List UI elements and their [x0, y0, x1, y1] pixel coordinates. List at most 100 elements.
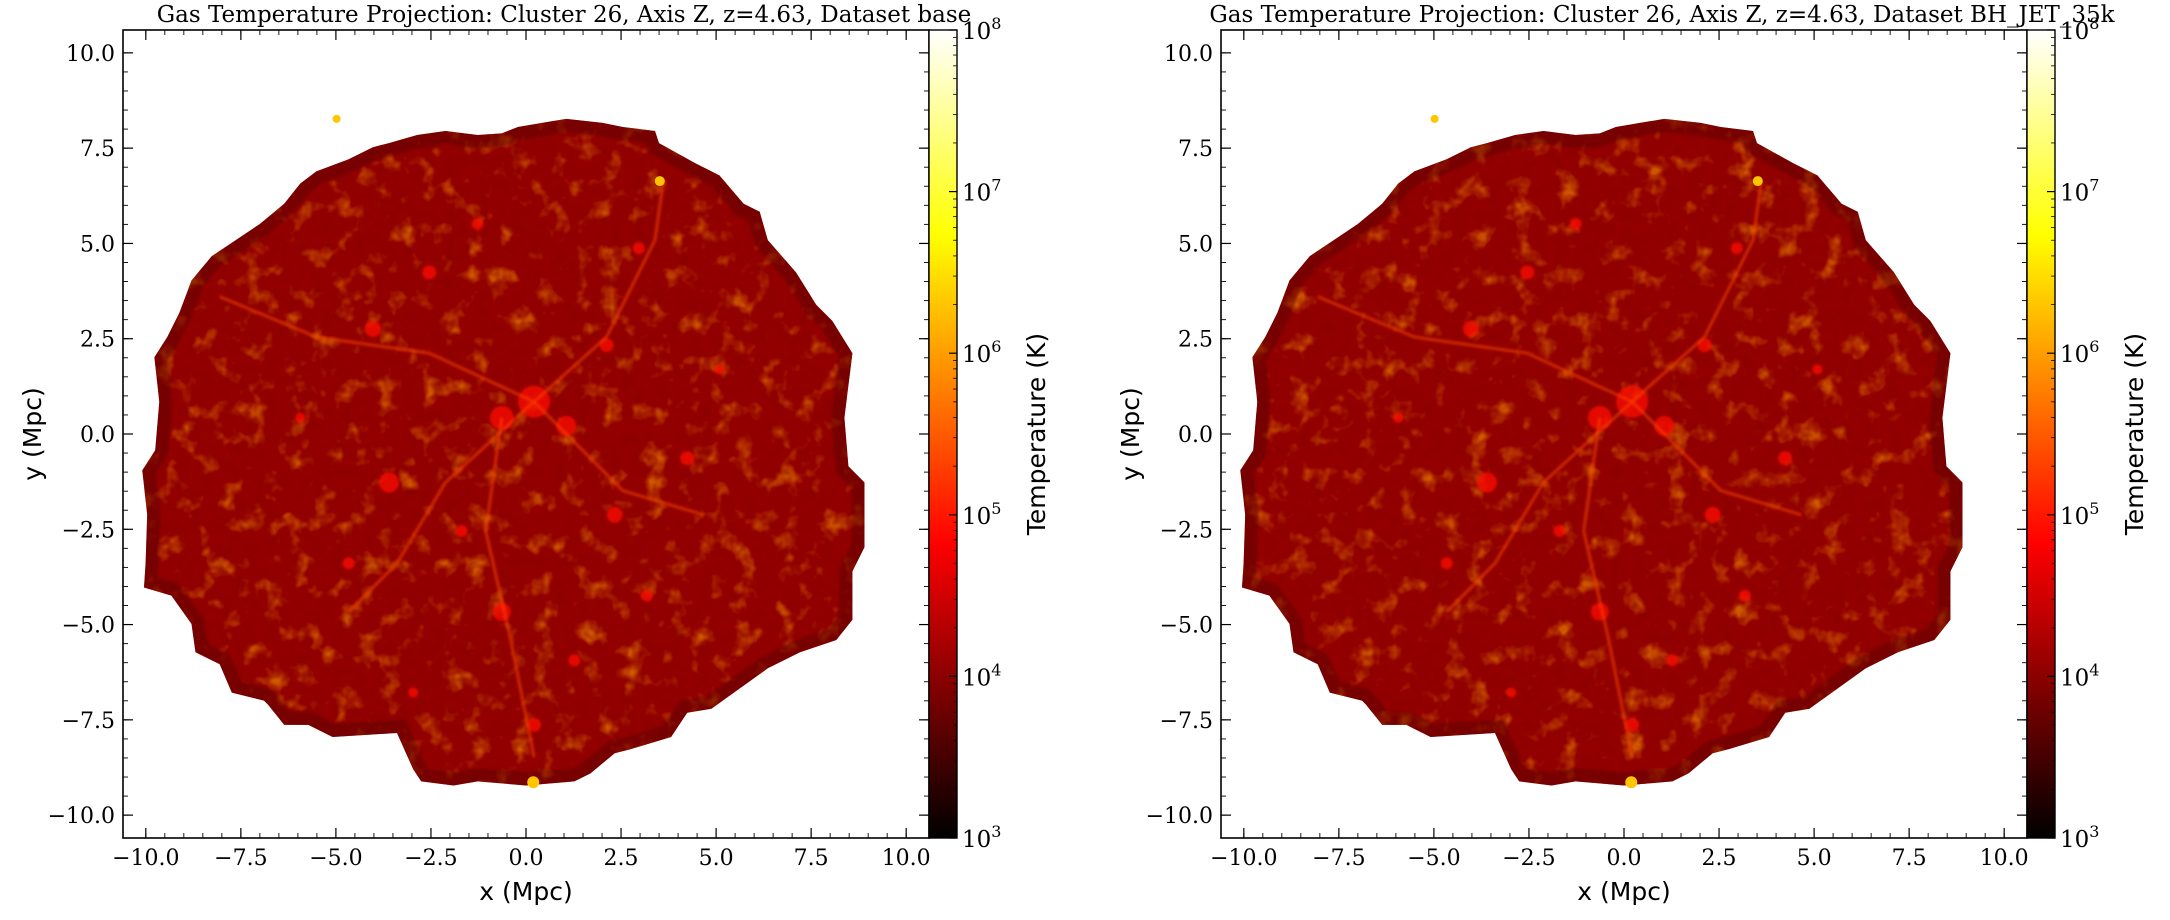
gas-temperature-map: [1240, 118, 1963, 786]
x-axis-label: x (Mpc): [1577, 877, 1670, 906]
hot-spot: [527, 776, 540, 789]
colorbar-tick-label: 108: [2060, 14, 2099, 45]
colorbar-tick-label: 107: [962, 176, 1001, 207]
colorbar-tick-label: 106: [2060, 337, 2099, 368]
colorbar-tick-label: 106: [962, 337, 1001, 368]
warm-knot: [1625, 717, 1640, 732]
x-tick-label: −5.0: [309, 846, 362, 871]
warm-knot: [408, 687, 419, 698]
x-axis-label: x (Mpc): [479, 877, 572, 906]
warm-knot: [364, 320, 381, 337]
y-axis-label: y (Mpc): [1116, 387, 1145, 480]
colorbar-label: Temperature (K): [2120, 333, 2149, 536]
y-tick-label: 2.5: [80, 328, 115, 353]
x-tick-label: 7.5: [1892, 846, 1927, 871]
y-tick-label: −7.5: [62, 709, 115, 734]
x-tick-label: 2.5: [1702, 846, 1737, 871]
warm-knot: [1553, 524, 1566, 537]
y-tick-label: 7.5: [80, 137, 115, 162]
x-tick-label: −2.5: [1502, 846, 1555, 871]
x-tick-label: −2.5: [404, 846, 457, 871]
warm-knot: [471, 217, 484, 230]
x-tick-label: −7.5: [1312, 846, 1365, 871]
colorbar-tick-label: 104: [962, 660, 1001, 691]
warm-knot: [1666, 654, 1679, 667]
x-tick-label: 2.5: [604, 846, 639, 871]
x-tick-label: −7.5: [214, 846, 267, 871]
x-tick-label: 10.0: [1980, 846, 2029, 871]
warm-knot: [342, 557, 355, 570]
warm-knot: [1569, 217, 1582, 230]
x-tick-label: −10.0: [1210, 846, 1277, 871]
warm-knot: [1462, 320, 1479, 337]
warm-knot: [378, 472, 399, 493]
hot-spot: [1752, 176, 1763, 187]
colorbar: [928, 29, 958, 839]
filament: [1445, 400, 1634, 613]
y-tick-label: 10.0: [66, 42, 115, 67]
warm-knot: [1704, 506, 1721, 523]
warm-knot: [606, 506, 623, 523]
colorbar-tick-label: 105: [2060, 499, 2099, 530]
colorbar-tick-label: 108: [962, 14, 1001, 45]
warm-knot: [680, 451, 695, 466]
y-tick-label: −2.5: [62, 518, 115, 543]
colorbar-tick-label: 107: [2060, 176, 2099, 207]
warm-knot: [1440, 557, 1453, 570]
colorbar-tick-label: 103: [2060, 822, 2099, 853]
x-tick-label: 0.0: [509, 846, 544, 871]
warm-knot: [1730, 242, 1743, 255]
colorbar-tick-label: 103: [962, 822, 1001, 853]
filament: [219, 295, 535, 404]
filament: [1317, 295, 1633, 404]
panel-1: Gas Temperature Projection: Cluster 26, …: [18, 2, 1051, 906]
filament: [484, 417, 536, 758]
filament: [1631, 400, 1802, 517]
warm-knot: [422, 265, 437, 280]
colorbar-label: Temperature (K): [1022, 333, 1051, 536]
gas-temperature-map: [142, 118, 865, 786]
y-tick-label: 2.5: [1178, 328, 1213, 353]
y-tick-label: −7.5: [1160, 709, 1213, 734]
y-tick-label: −10.0: [48, 804, 115, 829]
y-tick-label: −5.0: [1160, 614, 1213, 639]
x-tick-label: 7.5: [794, 846, 829, 871]
y-tick-label: 10.0: [1164, 42, 1213, 67]
warm-knot: [1393, 412, 1404, 423]
y-tick-label: −5.0: [62, 614, 115, 639]
warm-knot: [1812, 364, 1823, 375]
filament: [1582, 417, 1634, 758]
x-tick-label: 5.0: [1797, 846, 1832, 871]
y-tick-label: 0.0: [80, 423, 115, 448]
colorbar-tick-label: 105: [962, 499, 1001, 530]
hot-spot: [1625, 776, 1638, 789]
colorbar: [2026, 29, 2056, 839]
x-tick-label: −10.0: [112, 846, 179, 871]
warm-knot: [640, 589, 653, 602]
chart-title: Gas Temperature Projection: Cluster 26, …: [1209, 2, 2115, 28]
filament: [1631, 183, 1763, 403]
warm-knot: [1738, 589, 1751, 602]
warm-knot: [455, 524, 468, 537]
warm-knot: [527, 717, 542, 732]
y-tick-label: −10.0: [1146, 804, 1213, 829]
warm-knot: [1476, 472, 1497, 493]
x-tick-label: 10.0: [882, 846, 931, 871]
warm-knot: [295, 412, 306, 423]
y-tick-label: 7.5: [1178, 137, 1213, 162]
y-tick-label: 5.0: [80, 232, 115, 257]
filament: [347, 400, 536, 613]
panel-2: Gas Temperature Projection: Cluster 26, …: [1116, 2, 2149, 906]
hot-spot: [1430, 114, 1439, 123]
warm-knot: [1520, 265, 1535, 280]
warm-knot: [714, 364, 725, 375]
warm-knot: [1506, 687, 1517, 698]
colorbar-tick-label: 104: [2060, 660, 2099, 691]
y-tick-label: 5.0: [1178, 232, 1213, 257]
hot-spot: [332, 114, 341, 123]
filament: [533, 183, 665, 403]
filament: [533, 400, 704, 517]
y-tick-label: 0.0: [1178, 423, 1213, 448]
warm-knot: [568, 654, 581, 667]
